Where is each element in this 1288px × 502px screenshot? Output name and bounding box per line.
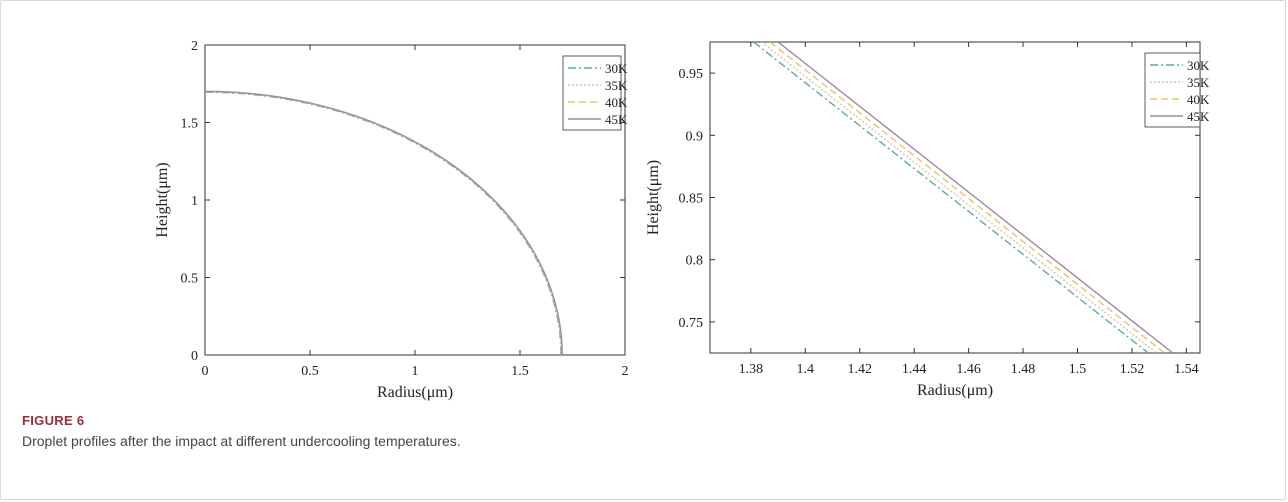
legend-label: 30K (1187, 58, 1210, 73)
y-tick-label: 0.95 (679, 67, 704, 82)
x-tick-label: 1.54 (1174, 362, 1199, 377)
x-tick-label: 1 (412, 364, 419, 379)
x-tick-label: 1.5 (1069, 362, 1087, 377)
y-tick-label: 0.8 (686, 254, 704, 269)
legend-label: 35K (1187, 75, 1210, 90)
y-tick-label: 0 (191, 349, 198, 364)
y-tick-label: 0.75 (679, 316, 704, 331)
legend-label: 35K (605, 78, 628, 93)
y-axis-label: Height(μm) (154, 162, 171, 237)
y-tick-label: 0.9 (686, 129, 704, 144)
chart-left: 0 0.5 1 1.5 2 0 0.5 1 1.5 2 Radius(μm) Height(μm) 30… (154, 39, 629, 401)
x-tick-label: 1.5 (511, 364, 529, 379)
x-tick-label: 1.4 (797, 362, 815, 377)
y-tick-label: 2 (191, 39, 198, 54)
series-line-45K (205, 90, 563, 355)
legend-label: 40K (1187, 92, 1210, 107)
x-tick-label: 1.48 (1011, 362, 1036, 377)
x-tick-label: 1.46 (956, 362, 981, 377)
series-line-30K (753, 42, 1149, 353)
y-axis-label: Height(μm) (645, 160, 662, 235)
series-line-45K (777, 42, 1174, 353)
legend-label: 30K (605, 61, 628, 76)
legend-label: 40K (605, 95, 628, 110)
x-tick-label: 0 (202, 364, 209, 379)
legend-label: 45K (605, 112, 628, 127)
x-tick-label: 1.42 (847, 362, 872, 377)
figure-caption: Droplet profiles after the impact at dif… (22, 433, 461, 449)
y-tick-label: 1.5 (181, 117, 199, 132)
y-tick-label: 0.5 (181, 272, 199, 287)
series-line-40K (769, 42, 1166, 353)
x-tick-label: 0.5 (301, 364, 319, 379)
plot-frame (709, 41, 1201, 354)
plot-frame (204, 44, 626, 356)
x-tick-label: 2 (622, 364, 629, 379)
x-tick-label: 1.52 (1120, 362, 1145, 377)
figure-label: FIGURE 6 (22, 413, 85, 428)
x-axis-label: Radius(μm) (377, 384, 453, 401)
x-tick-label: 1.38 (739, 362, 764, 377)
x-axis-label: Radius(μm) (917, 382, 993, 399)
legend-label: 45K (1187, 109, 1210, 124)
x-tick-label: 1.44 (902, 362, 927, 377)
chart-right: 1.38 1.4 1.42 1.44 1.46 1.48 1.5 1.52 1.54 0.75 0.… (645, 41, 1210, 399)
y-tick-label: 0.85 (679, 192, 704, 207)
y-tick-label: 1 (191, 194, 198, 209)
